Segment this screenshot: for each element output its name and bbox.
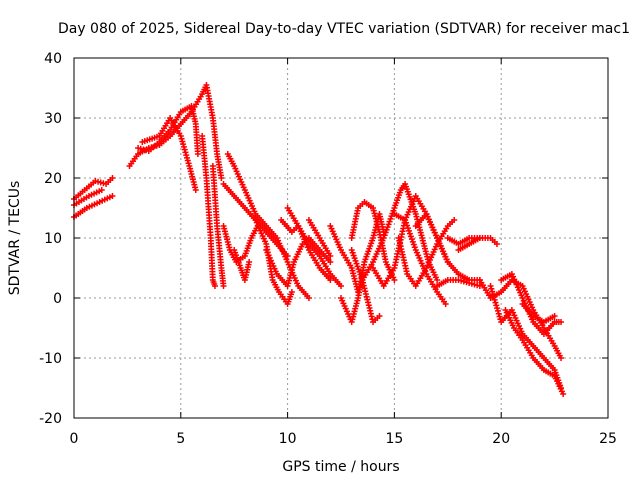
data-point: [376, 313, 383, 319]
data-point: [489, 291, 496, 298]
x-tick-label: 0: [70, 431, 79, 447]
y-tick-label: 30: [44, 111, 62, 127]
data-point: [109, 175, 116, 181]
y-tick-label: 0: [53, 291, 62, 307]
data-point: [109, 193, 116, 199]
x-tick-label: 20: [492, 431, 510, 447]
data-point: [487, 283, 494, 289]
data-point: [560, 391, 567, 397]
data-point: [488, 285, 495, 292]
data-point: [491, 296, 498, 303]
data-point: [476, 235, 483, 241]
data-point: [489, 288, 496, 295]
data-point: [492, 299, 499, 306]
data-point: [476, 283, 483, 289]
data-point: [284, 253, 291, 259]
data-point: [494, 305, 501, 312]
data-point: [305, 295, 312, 301]
data-point: [558, 319, 565, 325]
data-point: [211, 283, 218, 289]
y-tick-label: -20: [39, 411, 62, 427]
data-point: [194, 151, 201, 157]
data-point: [493, 302, 500, 309]
data-point: [327, 277, 334, 283]
data-point: [493, 241, 500, 247]
x-tick-label: 5: [176, 431, 185, 447]
data-point: [98, 187, 105, 193]
data-point: [490, 294, 497, 301]
x-axis-label: GPS time / hours: [282, 459, 399, 475]
data-point: [496, 313, 503, 320]
data-point: [495, 310, 502, 317]
data-point: [442, 301, 449, 307]
x-tick-label: 15: [385, 431, 403, 447]
data-point: [327, 253, 334, 259]
data-point: [246, 259, 253, 265]
chart-title: Day 080 of 2025, Sidereal Day-to-day VTE…: [58, 21, 630, 37]
data-point: [494, 307, 501, 314]
data-point: [551, 313, 558, 319]
y-tick-label: 10: [44, 231, 62, 247]
data-point: [192, 187, 199, 193]
data-point: [558, 355, 565, 361]
y-tick-label: -10: [39, 351, 62, 367]
data-point: [434, 277, 441, 283]
data-point: [288, 289, 295, 295]
axis-ticks: 0 5 10 15 20 25 -20 -10 0 10 20 30 40: [39, 51, 617, 447]
y-tick-label: 20: [44, 171, 62, 187]
data-point: [451, 217, 458, 223]
y-axis-label: SDTVAR / TECUs: [7, 181, 23, 296]
data-point: [218, 175, 225, 181]
x-tick-label: 25: [599, 431, 617, 447]
x-tick-label: 10: [279, 431, 297, 447]
data-point: [338, 283, 344, 289]
grid-lines: [74, 58, 608, 418]
data-point: [327, 259, 334, 265]
data-point: [220, 283, 227, 289]
data-points: [71, 82, 567, 397]
y-tick-label: 40: [44, 51, 62, 67]
data-point: [391, 277, 398, 283]
